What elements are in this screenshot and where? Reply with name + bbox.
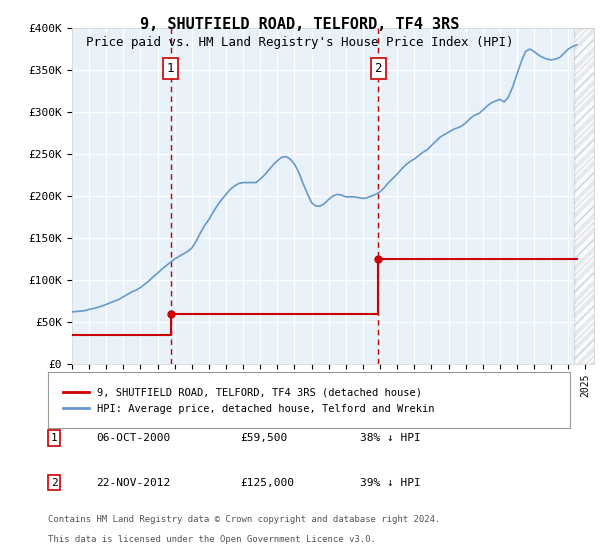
Text: £59,500: £59,500 [240,433,287,443]
Legend: 9, SHUTFIELD ROAD, TELFORD, TF4 3RS (detached house), HPI: Average price, detach: 9, SHUTFIELD ROAD, TELFORD, TF4 3RS (det… [58,383,439,418]
Text: 39% ↓ HPI: 39% ↓ HPI [360,478,421,488]
Text: 06-OCT-2000: 06-OCT-2000 [96,433,170,443]
Text: 22-NOV-2012: 22-NOV-2012 [96,478,170,488]
Text: 2: 2 [374,62,382,75]
Text: 9, SHUTFIELD ROAD, TELFORD, TF4 3RS: 9, SHUTFIELD ROAD, TELFORD, TF4 3RS [140,17,460,32]
Text: This data is licensed under the Open Government Licence v3.0.: This data is licensed under the Open Gov… [48,535,376,544]
Text: 38% ↓ HPI: 38% ↓ HPI [360,433,421,443]
Text: 2: 2 [50,478,58,488]
Text: 1: 1 [167,62,175,75]
Bar [574,28,594,364]
Text: Price paid vs. HM Land Registry's House Price Index (HPI): Price paid vs. HM Land Registry's House … [86,36,514,49]
Text: Contains HM Land Registry data © Crown copyright and database right 2024.: Contains HM Land Registry data © Crown c… [48,515,440,524]
Text: 1: 1 [50,433,58,443]
Text: £125,000: £125,000 [240,478,294,488]
